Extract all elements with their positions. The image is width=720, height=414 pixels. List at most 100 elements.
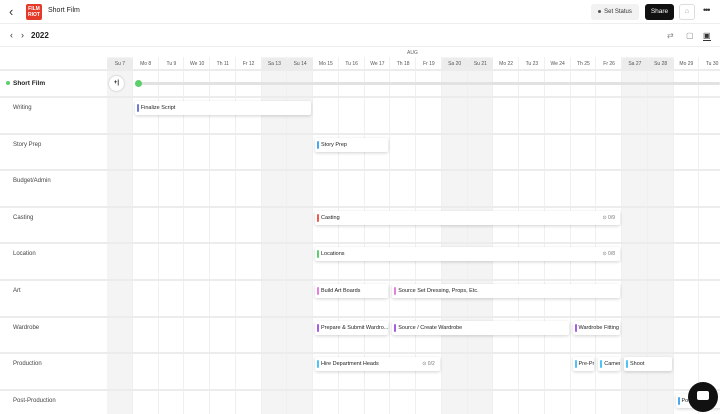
- day-column: [236, 57, 262, 414]
- row-label: Budget/Admin: [13, 178, 51, 185]
- task-bar[interactable]: Pre-Pr: [572, 357, 595, 372]
- day-header: Mo 15: [318, 61, 333, 67]
- row-divider: [0, 169, 720, 172]
- date-nav: ‹ › 2022 ⇄ ▢ ▣: [0, 25, 720, 47]
- day-column: [313, 57, 339, 414]
- day-column: [699, 57, 720, 414]
- task-bar[interactable]: Shoot: [624, 357, 672, 372]
- project-start-dot[interactable]: [135, 80, 142, 87]
- back-chevron-icon[interactable]: ‹: [9, 4, 14, 19]
- chat-bubble-icon[interactable]: [688, 382, 718, 412]
- task-bar[interactable]: Build Art Boards: [315, 284, 389, 298]
- task-progress: ⊙ 0/2: [422, 361, 435, 368]
- day-column: [596, 57, 622, 414]
- timeline-icon[interactable]: ▣: [703, 31, 711, 41]
- row-divider: [0, 242, 720, 245]
- task-name: Po: [681, 397, 689, 404]
- row-divider: [0, 279, 720, 281]
- month-label: AUG: [407, 50, 418, 56]
- day-column: [622, 57, 648, 414]
- share-button[interactable]: Share: [645, 4, 674, 20]
- task-bar[interactable]: Casting ⊙ 0/9: [315, 210, 620, 225]
- task-color-accent: [394, 287, 397, 295]
- subtask-count: 0/2: [427, 361, 435, 368]
- task-name: Source Set Dressing, Props, Etc.: [398, 288, 479, 294]
- task-bar[interactable]: Source Set Dressing, Props, Etc.: [392, 284, 620, 298]
- day-header: Th 11: [216, 61, 230, 67]
- day-column: [441, 57, 468, 414]
- row-divider: [0, 388, 720, 391]
- project-status-dot: [6, 81, 10, 86]
- lock-icon[interactable]: ⌂: [679, 4, 695, 20]
- task-name: Shoot: [630, 361, 645, 368]
- task-name: Pre-Pr: [578, 361, 595, 368]
- row-divider: [0, 69, 720, 71]
- day-header: We 17: [370, 61, 385, 67]
- project-title: Short Film: [48, 7, 80, 14]
- day-column: [390, 57, 416, 414]
- task-color-accent: [317, 287, 319, 295]
- day-header: Tu 16: [345, 61, 358, 67]
- row-label: Production: [13, 361, 42, 368]
- task-name: Hire Department Heads: [321, 361, 379, 368]
- task-bar[interactable]: Locations ⊙ 0/8: [315, 247, 620, 262]
- calendar-icon[interactable]: ▢: [686, 31, 694, 40]
- day-header: We 24: [550, 61, 565, 67]
- day-column: [133, 57, 159, 414]
- day-column: [467, 57, 494, 414]
- task-bar[interactable]: Source / Create Wardrobe: [392, 320, 569, 335]
- project-logo: FILM RIOT: [26, 4, 42, 20]
- subtask-count: 0/8: [608, 251, 615, 258]
- day-header: Tu 23: [525, 61, 539, 67]
- split-view-icon[interactable]: ⇄: [667, 31, 674, 40]
- day-column: [339, 57, 365, 414]
- task-name: Build Art Boards: [321, 288, 361, 294]
- task-name: Camer: [604, 361, 620, 368]
- day-header: Tu 30: [705, 61, 719, 67]
- task-color-accent: [574, 323, 577, 332]
- day-column: [365, 57, 391, 414]
- task-color-accent: [600, 360, 603, 369]
- row-divider: [0, 96, 720, 98]
- task-bar[interactable]: Camer: [598, 357, 620, 372]
- task-name: Wardrobe Fitting: [578, 324, 619, 331]
- project-name: Short Film: [13, 80, 46, 87]
- task-color-accent: [136, 104, 139, 112]
- next-chevron-icon[interactable]: ›: [21, 30, 24, 40]
- day-header: Sa 13: [261, 58, 288, 70]
- task-color-accent: [394, 323, 397, 332]
- top-bar: ‹ FILM RIOT Short Film Set Status Share ⌂…: [0, 0, 720, 24]
- project-timeline-bar[interactable]: [138, 82, 720, 85]
- set-status-label: Set Status: [604, 9, 632, 15]
- task-bar[interactable]: Story Prep: [315, 137, 389, 152]
- day-header: Mo 22: [499, 61, 514, 67]
- prev-chevron-icon[interactable]: ‹: [10, 30, 13, 40]
- more-horizontal-icon[interactable]: •••: [703, 5, 711, 15]
- day-column: [571, 57, 597, 414]
- task-bar[interactable]: Prepare & Submit Wardro...: [315, 320, 389, 335]
- task-color-accent: [317, 360, 319, 369]
- task-name: Source / Create Wardrobe: [398, 324, 463, 331]
- task-color-accent: [317, 250, 319, 259]
- task-bar[interactable]: Finalize Script: [134, 101, 311, 115]
- day-header: Fr 26: [603, 61, 615, 67]
- day-column: [210, 57, 236, 414]
- add-task-button[interactable]: +|: [109, 76, 124, 91]
- task-bar[interactable]: Wardrobe Fitting: [572, 320, 620, 335]
- row-label: Story Prep: [13, 141, 42, 148]
- task-name: Locations: [321, 251, 345, 258]
- set-status-button[interactable]: Set Status: [591, 4, 639, 20]
- task-bar[interactable]: Hire Department Heads ⊙ 0/2: [315, 357, 440, 372]
- task-color-accent: [677, 396, 680, 405]
- task-color-accent: [317, 213, 319, 222]
- row-label: Art: [13, 288, 21, 294]
- day-column: [519, 57, 545, 414]
- status-dot-icon: [598, 9, 602, 13]
- row-label: Casting: [13, 214, 34, 221]
- day-header: Mo 8: [140, 61, 152, 67]
- row-label: Wardrobe: [13, 324, 40, 331]
- task-color-accent: [317, 140, 319, 149]
- day-header: Th 18: [396, 61, 410, 67]
- day-header: Sa 27: [622, 58, 648, 70]
- task-progress: ⊙ 0/9: [602, 214, 615, 221]
